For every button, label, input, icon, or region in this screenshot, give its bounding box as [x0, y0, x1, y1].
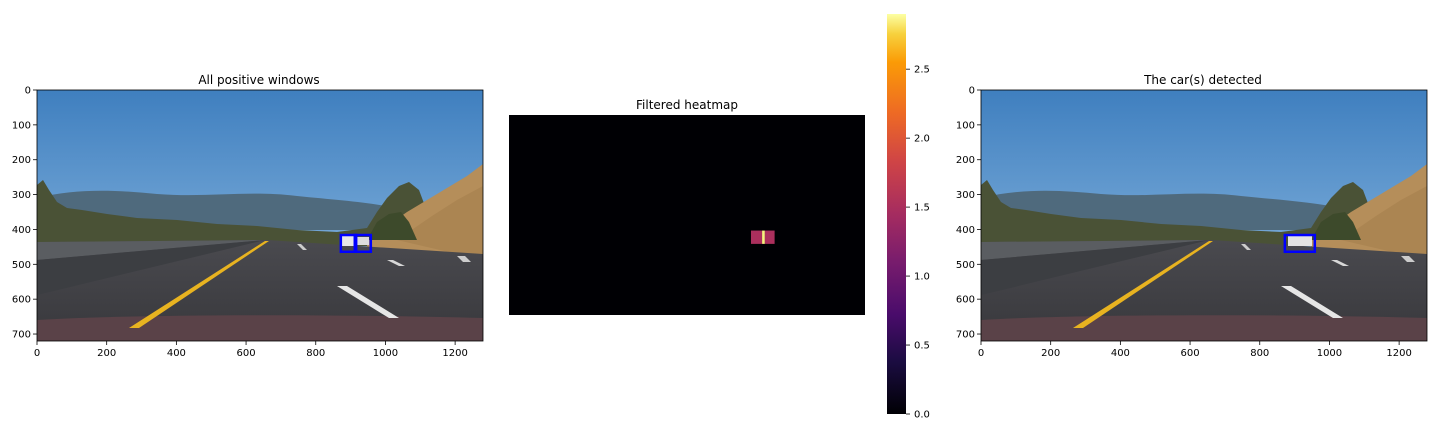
x-tick-label: 400	[167, 348, 186, 359]
y-tick-label: 600	[12, 295, 31, 306]
x-tick-label: 1000	[1317, 348, 1342, 359]
colorbar-tick-label: 0.0	[914, 410, 930, 421]
x-tick-label: 200	[1041, 348, 1060, 359]
colorbar-tick-label: 1.5	[914, 203, 930, 214]
x-tick-label: 0	[978, 348, 984, 359]
colorbar-gradient	[887, 14, 906, 414]
car-silhouette	[342, 236, 354, 246]
y-tick-label: 400	[956, 225, 975, 236]
detection-box	[353, 233, 373, 254]
y-tick-label: 100	[956, 120, 975, 131]
panel-all-positive-windows: All positive windows 0 200 400 600 800 1000 12…	[12, 73, 484, 360]
detection-box	[1283, 233, 1317, 254]
y-tick-label: 200	[956, 155, 975, 166]
y-tick-label: 500	[956, 260, 975, 271]
y-tick-label: 200	[12, 155, 31, 166]
y-tick-label: 700	[956, 330, 975, 341]
y-tick-label: 0	[25, 86, 31, 97]
positive-window-boxes	[339, 233, 373, 254]
x-tick-label: 800	[306, 348, 325, 359]
heatmap-cell	[750, 230, 763, 244]
detection-box	[339, 233, 358, 254]
colorbar: 0.0 0.5 1.0 1.5 2.0 2.5	[887, 14, 930, 421]
x-tick-label: 1000	[373, 348, 398, 359]
colorbar-ticks: 0.0 0.5 1.0 1.5 2.0 2.5	[906, 65, 930, 421]
heatmap-cell	[762, 230, 765, 244]
panel-1-title: All positive windows	[198, 73, 319, 87]
y-tick-label: 300	[12, 190, 31, 201]
colorbar-tick-label: 1.0	[914, 272, 930, 283]
y-tick-label: 0	[969, 86, 975, 97]
x-tick-label: 200	[97, 348, 116, 359]
car-silhouette	[357, 237, 369, 245]
x-tick-label: 1200	[1386, 348, 1411, 359]
detected-car-boxes	[1283, 233, 1317, 254]
y-tick-label: 400	[12, 225, 31, 236]
colorbar-tick-label: 2.5	[914, 65, 930, 76]
y-tick-label: 300	[956, 190, 975, 201]
panel-2-title: Filtered heatmap	[636, 98, 738, 112]
x-tick-label: 1200	[442, 348, 467, 359]
colorbar-tick-label: 2.0	[914, 134, 930, 145]
panel-1-frame	[36, 89, 484, 342]
y-tick-label: 500	[12, 260, 31, 271]
panel-3-axes: 0 200 400 600 800 1000 1200 0 100 200 300 400 500 600…	[956, 86, 1412, 360]
panel-cars-detected: The car(s) detected 0 200 400 600 800 1000 120…	[956, 73, 1428, 360]
colorbar-tick-label: 0.5	[914, 341, 930, 352]
x-tick-label: 0	[34, 348, 40, 359]
heatmap-background	[509, 115, 865, 315]
y-tick-label: 600	[956, 295, 975, 306]
x-tick-label: 600	[237, 348, 256, 359]
panel-1-axes: 0 200 400 600 800 1000 1200 0 100 200 300 400 500 600…	[12, 86, 468, 360]
x-tick-label: 800	[1250, 348, 1269, 359]
car-silhouette	[1288, 236, 1312, 246]
panel-3-title: The car(s) detected	[1143, 73, 1262, 87]
x-tick-label: 600	[1181, 348, 1200, 359]
road-image	[981, 90, 1427, 341]
road-image	[37, 90, 483, 341]
panel-3-frame	[980, 89, 1428, 342]
panel-filtered-heatmap: Filtered heatmap	[509, 98, 865, 315]
y-tick-label: 100	[12, 120, 31, 131]
y-tick-label: 700	[12, 330, 31, 341]
x-tick-label: 400	[1111, 348, 1130, 359]
heatmap-cells	[750, 230, 775, 244]
heatmap-cell	[764, 230, 775, 244]
